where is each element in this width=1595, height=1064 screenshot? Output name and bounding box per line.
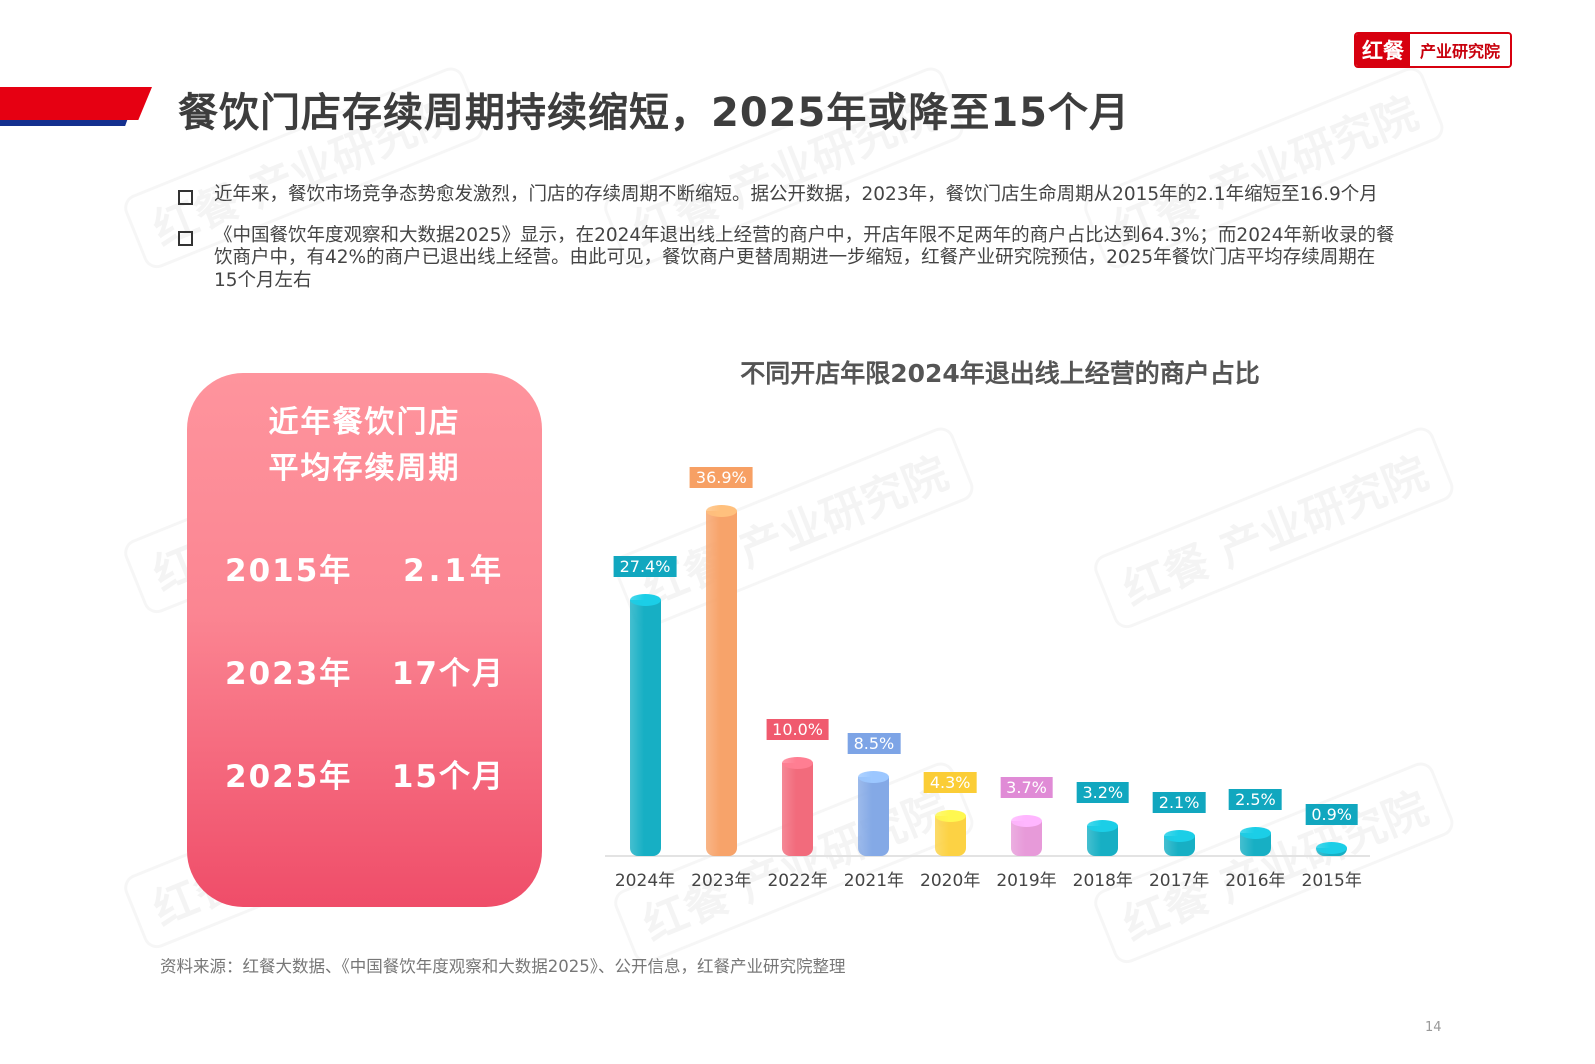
card-row-year: 2015年	[225, 553, 353, 589]
header-ribbon-red	[0, 87, 152, 120]
chart-bar	[1239, 832, 1271, 856]
bullet-item: 近年来，餐饮市场竞争态势愈发激烈，门店的存续周期不断缩短。据公开数据，2023年…	[178, 184, 1398, 207]
card-row-value: 17个月	[391, 656, 505, 692]
bullet-item: 《中国餐饮年度观察和大数据2025》显示，在2024年退出线上经营的商户中，开店…	[178, 225, 1398, 293]
card-title-line: 平均存续周期	[268, 451, 461, 486]
chart-bar	[1316, 847, 1348, 856]
bullet-list: 近年来，餐饮市场竞争态势愈发激烈，门店的存续周期不断缩短。据公开数据，2023年…	[178, 184, 1398, 310]
chart-x-tick-label: 2022年	[767, 871, 828, 891]
chart-data-label: 3.7%	[1000, 777, 1053, 799]
chart-data-label: 36.9%	[689, 467, 753, 488]
bar-chart-area: 27.4% 36.9% 10.0% 8.5% 4.3% 3.7% 3.2% 2.1% 2.5% 0…	[0, 0, 1595, 856]
card-row-value: 15个月	[391, 759, 505, 795]
card-row: 2015年 2.1年	[225, 545, 505, 590]
brand-logo: 红餐 产业研究院	[1354, 32, 1512, 68]
card-row: 2025年 15个月	[225, 751, 505, 796]
chart-bar	[1163, 836, 1195, 856]
page-number: 14	[1425, 1020, 1442, 1035]
summary-card	[187, 373, 542, 907]
chart-x-tick-label: 2021年	[843, 871, 905, 891]
chart-bar	[858, 776, 890, 856]
card-row: 2023年 17个月	[225, 648, 505, 693]
chart-bar	[934, 815, 966, 856]
square-bullet-icon	[178, 230, 193, 246]
chart-x-tick-label: 2019年	[996, 871, 1057, 891]
logo-institute-name: 产业研究院	[1410, 34, 1510, 66]
chart-data-label: 4.3%	[923, 771, 977, 793]
bullet-text: 《中国餐饮年度观察和大数据2025》显示，在2024年退出线上经营的商户中，开店…	[214, 224, 1395, 291]
card-row-year: 2023年	[225, 656, 353, 692]
square-bullet-icon	[178, 190, 193, 205]
card-row-value: 2.1年	[403, 553, 505, 589]
logo-brand-name: 红餐	[1356, 34, 1410, 66]
chart-bar	[1011, 821, 1042, 856]
chart-x-axis	[605, 855, 1370, 857]
chart-title: 不同开店年限2024年退出线上经营的商户占比	[740, 359, 1260, 388]
chart-data-label: 27.4%	[613, 555, 677, 577]
chart-x-tick-label: 2015年	[1301, 871, 1362, 891]
source-note: 资料来源：红餐大数据、《中国餐饮年度观察和大数据2025》、公开信息，红餐产业研…	[160, 957, 846, 976]
chart-bar	[782, 762, 814, 856]
chart-x-tick-label: 2020年	[920, 871, 981, 891]
chart-bar	[705, 511, 737, 856]
card-title-line: 近年餐饮门店	[268, 405, 461, 440]
chart-data-label: 3.2%	[1076, 782, 1130, 804]
chart-data-label: 2.5%	[1229, 788, 1282, 810]
page-title: 餐饮门店存续周期持续缩短，2025年或降至15个月	[178, 90, 1130, 136]
chart-data-label: 8.5%	[847, 732, 901, 754]
chart-x-tick-label: 2023年	[691, 871, 752, 891]
chart-x-tick-label: 2017年	[1148, 871, 1210, 891]
chart-bar	[629, 599, 661, 856]
bullet-text: 近年来，餐饮市场竞争态势愈发激烈，门店的存续周期不断缩短。据公开数据，2023年…	[214, 184, 1378, 205]
chart-data-label: 0.9%	[1305, 803, 1359, 825]
chart-x-tick-label: 2016年	[1225, 871, 1286, 891]
summary-card-title: 近年餐饮门店 平均存续周期	[187, 400, 542, 492]
chart-x-tick-label: 2024年	[614, 871, 676, 891]
chart-data-label: 10.0%	[766, 718, 830, 740]
card-row-year: 2025年	[225, 759, 353, 795]
chart-x-tick-label: 2018年	[1072, 871, 1133, 891]
chart-data-label: 2.1%	[1152, 792, 1206, 814]
chart-bar	[1087, 826, 1119, 856]
